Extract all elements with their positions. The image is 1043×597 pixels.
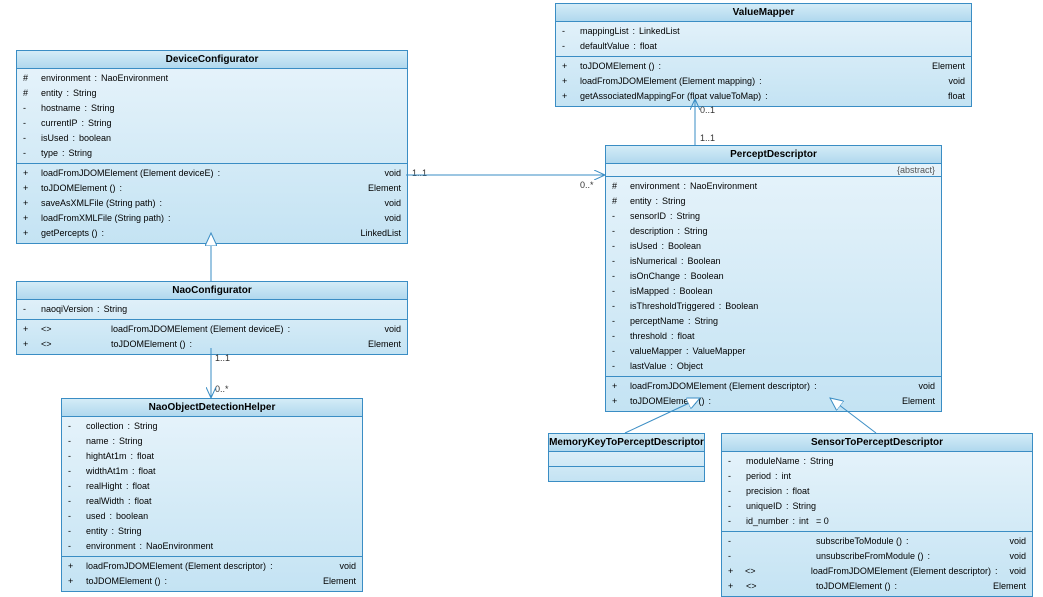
attr-row: -isOnChange:Boolean <box>606 269 941 284</box>
attr-row: -realWidth:float <box>62 494 362 509</box>
op-section <box>549 467 704 481</box>
attr-row: -lastValue:Object <box>606 359 941 374</box>
class-title: PerceptDescriptor <box>606 146 941 164</box>
attr-section <box>549 452 704 467</box>
class-percept-descriptor: PerceptDescriptor {abstract} #environmen… <box>605 145 942 412</box>
class-nao-configurator: NaoConfigurator -naoqiVersion:String +<>… <box>16 281 408 355</box>
op-row: +loadFromJDOMElement (Element descriptor… <box>606 379 941 394</box>
op-section: +toJDOMElement ():Element+loadFromJDOMEl… <box>556 57 971 106</box>
attr-row: -perceptName:String <box>606 314 941 329</box>
attr-row: -sensorID:String <box>606 209 941 224</box>
attr-row: -moduleName:String <box>722 454 1032 469</box>
attr-row: -threshold:float <box>606 329 941 344</box>
attr-row: -realHight:float <box>62 479 362 494</box>
attr-row: -period:int <box>722 469 1032 484</box>
op-row: +toJDOMElement ():Element <box>62 574 362 589</box>
attr-section: #environment:NaoEnvironment#entity:Strin… <box>606 176 941 377</box>
attr-row: #entity:String <box>17 86 407 101</box>
attr-row: -isUsed:Boolean <box>606 239 941 254</box>
op-row: +loadFromJDOMElement (Element descriptor… <box>62 559 362 574</box>
attr-row: -description:String <box>606 224 941 239</box>
attr-row: -hostname:String <box>17 101 407 116</box>
op-row: -unsubscribeFromModule ():void <box>722 549 1032 564</box>
class-title: DeviceConfigurator <box>17 51 407 69</box>
attr-row: -id_number:int = 0 <box>722 514 1032 529</box>
op-row: +loadFromJDOMElement (Element deviceE):v… <box>17 166 407 181</box>
attr-row: -used:boolean <box>62 509 362 524</box>
multiplicity: 1..1 <box>700 133 715 143</box>
op-section: -subscribeToModule ():void-unsubscribeFr… <box>722 532 1032 596</box>
attr-row: -isUsed:boolean <box>17 131 407 146</box>
attr-section: -moduleName:String-period:int-precision:… <box>722 452 1032 532</box>
op-row: +<>loadFromJDOMElement (Element deviceE)… <box>17 322 407 337</box>
class-value-mapper: ValueMapper -mappingList:LinkedList-defa… <box>555 3 972 107</box>
attr-row: -isThresholdTriggered:Boolean <box>606 299 941 314</box>
op-row: +toJDOMElement ():Element <box>556 59 971 74</box>
attr-row: -isNumerical:Boolean <box>606 254 941 269</box>
attr-row: -defaultValue:float <box>556 39 971 54</box>
op-row: +loadFromXMLFile (String path):void <box>17 211 407 226</box>
attr-section: -collection:String-name:String-hightAt1m… <box>62 417 362 557</box>
attr-row: -mappingList:LinkedList <box>556 24 971 39</box>
op-row: +<>loadFromJDOMElement (Element descript… <box>722 564 1032 579</box>
attr-section: -naoqiVersion:String <box>17 300 407 320</box>
attr-row: -type:String <box>17 146 407 161</box>
op-section: +loadFromJDOMElement (Element descriptor… <box>606 377 941 411</box>
op-section: +loadFromJDOMElement (Element descriptor… <box>62 557 362 591</box>
attr-row: -collection:String <box>62 419 362 434</box>
op-section: +<>loadFromJDOMElement (Element deviceE)… <box>17 320 407 354</box>
class-title: MemoryKeyToPerceptDescriptor <box>549 434 704 452</box>
attr-row: -precision:float <box>722 484 1032 499</box>
multiplicity: 0..1 <box>700 105 715 115</box>
op-row: +getAssociatedMappingFor (float valueToM… <box>556 89 971 104</box>
attr-row: #entity:String <box>606 194 941 209</box>
attr-row: -name:String <box>62 434 362 449</box>
op-row: +toJDOMElement ():Element <box>17 181 407 196</box>
class-title: SensorToPerceptDescriptor <box>722 434 1032 452</box>
op-row: +loadFromJDOMElement (Element mapping):v… <box>556 74 971 89</box>
op-row: +saveAsXMLFile (String path):void <box>17 196 407 211</box>
attr-section: -mappingList:LinkedList-defaultValue:flo… <box>556 22 971 57</box>
class-stereotype: {abstract} <box>606 164 941 176</box>
attr-row: #environment:NaoEnvironment <box>606 179 941 194</box>
attr-row: -valueMapper:ValueMapper <box>606 344 941 359</box>
class-memory-key-to-percept-descriptor: MemoryKeyToPerceptDescriptor <box>548 433 705 482</box>
class-device-configurator: DeviceConfigurator #environment:NaoEnvir… <box>16 50 408 244</box>
attr-row: -isMapped:Boolean <box>606 284 941 299</box>
class-title: ValueMapper <box>556 4 971 22</box>
attr-row: -widthAt1m:float <box>62 464 362 479</box>
multiplicity: 1..1 <box>412 168 427 178</box>
attr-row: -uniqueID:String <box>722 499 1032 514</box>
op-section: +loadFromJDOMElement (Element deviceE):v… <box>17 164 407 243</box>
attr-row: -hightAt1m:float <box>62 449 362 464</box>
attr-section: #environment:NaoEnvironment#entity:Strin… <box>17 69 407 164</box>
attr-row: -naoqiVersion:String <box>17 302 407 317</box>
attr-row: -currentIP:String <box>17 116 407 131</box>
op-row: +getPercepts ():LinkedList <box>17 226 407 241</box>
class-title: NaoConfigurator <box>17 282 407 300</box>
attr-row: -entity:String <box>62 524 362 539</box>
op-row: +<>toJDOMElement ():Element <box>722 579 1032 594</box>
class-title: NaoObjectDetectionHelper <box>62 399 362 417</box>
attr-row: -environment:NaoEnvironment <box>62 539 362 554</box>
multiplicity: 1..1 <box>215 353 230 363</box>
attr-row: #environment:NaoEnvironment <box>17 71 407 86</box>
multiplicity: 0..* <box>580 180 594 190</box>
multiplicity: 0..* <box>215 384 229 394</box>
op-row: -subscribeToModule ():void <box>722 534 1032 549</box>
op-row: +toJDOMElement ():Element <box>606 394 941 409</box>
class-nao-object-detection-helper: NaoObjectDetectionHelper -collection:Str… <box>61 398 363 592</box>
op-row: +<>toJDOMElement ():Element <box>17 337 407 352</box>
class-sensor-to-percept-descriptor: SensorToPerceptDescriptor -moduleName:St… <box>721 433 1033 597</box>
